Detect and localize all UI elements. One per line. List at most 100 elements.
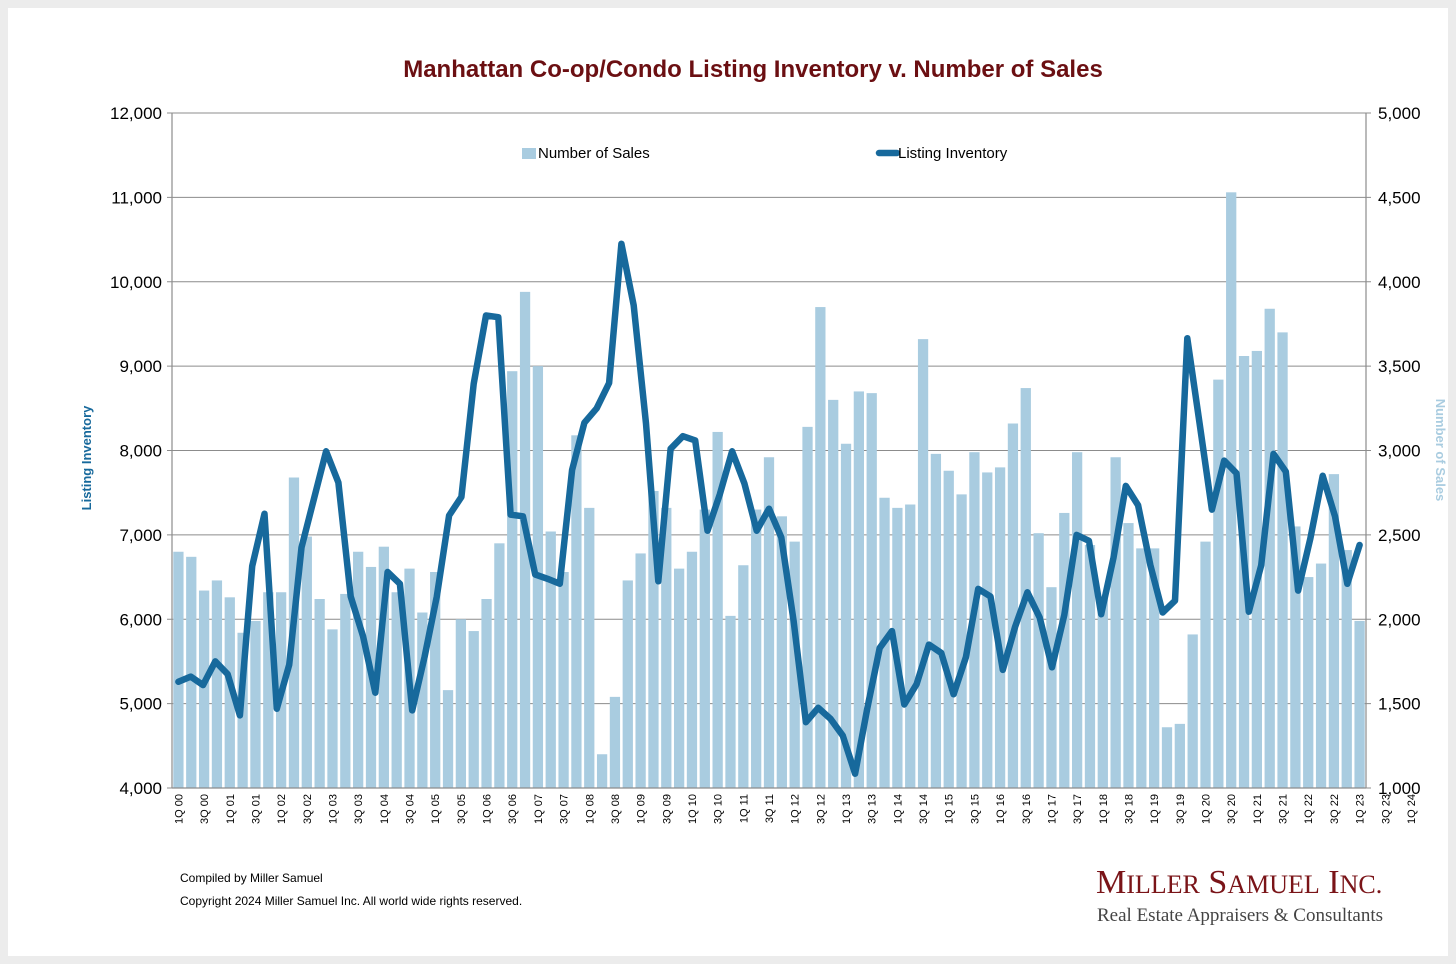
- logo-initial: S: [1200, 864, 1227, 901]
- sales-bar: [917, 339, 929, 788]
- y-tick-label-right: 4,500: [1378, 188, 1421, 207]
- sales-bar: [1110, 457, 1121, 788]
- x-tick-label: 1Q 11: [738, 794, 750, 823]
- sales-bar: [468, 631, 479, 788]
- y-tick-label-left: 7,000: [119, 526, 162, 545]
- sales-bar: [622, 580, 633, 788]
- logo-initial: I: [1320, 864, 1340, 901]
- sales-bar: [815, 307, 826, 788]
- sales-bar: [198, 590, 210, 788]
- company-logo: MILLER SAMUEL INC. Real Estate Appraiser…: [1096, 864, 1383, 926]
- x-tick-label: 1Q 23: [1355, 794, 1367, 824]
- bars-number-of-sales: [173, 192, 1365, 788]
- sales-bar: [828, 399, 839, 788]
- sales-bar: [648, 491, 659, 788]
- sales-bar: [982, 472, 993, 788]
- sales-bar: [173, 551, 184, 788]
- legend-swatch-sales: [522, 148, 536, 159]
- chart-svg: Manhattan Co-op/Condo Listing Inventory …: [79, 56, 1448, 926]
- sales-bar: [327, 629, 338, 788]
- x-tick-label: 3Q 13: [867, 794, 879, 824]
- x-tick-label: 1Q 08: [584, 794, 596, 824]
- x-tick-label: 1Q 22: [1303, 794, 1315, 824]
- y-tick-label-right: 1,000: [1378, 779, 1421, 798]
- x-tick-label: 3Q 21: [1278, 794, 1290, 824]
- sales-bar: [1136, 548, 1147, 788]
- sales-bar: [1007, 423, 1019, 788]
- y-axis-label-left: Listing Inventory: [79, 405, 94, 511]
- x-tick-label: 1Q 18: [1098, 794, 1110, 824]
- sales-bar: [840, 443, 852, 788]
- y-tick-label-right: 5,000: [1378, 104, 1421, 123]
- y-ticks-left: 4,000 5,000 6,000 7,000 8,000 9,000 10,000 11,0…: [110, 104, 162, 798]
- sales-bar: [301, 536, 312, 788]
- footer-compiled: Compiled by Miller Samuel: [180, 871, 323, 885]
- sales-bar: [1097, 597, 1108, 788]
- x-tick-label: 3Q 05: [456, 794, 468, 824]
- x-tick-label: 3Q 23: [1380, 794, 1392, 824]
- sales-bar: [1315, 563, 1327, 788]
- sales-bar: [1277, 332, 1288, 788]
- y-ticks-right: 1,000 1,500 2,000 2,500 3,000 3,500 4,000 4,500…: [1378, 104, 1421, 798]
- sales-bar: [442, 690, 454, 788]
- y-tick-label-left: 5,000: [119, 695, 162, 714]
- x-tick-label: 1Q 15: [944, 794, 956, 824]
- logo-name: MILLER SAMUEL INC.: [1096, 864, 1382, 901]
- x-tick-label: 1Q 21: [1252, 794, 1264, 824]
- sales-bar: [430, 572, 441, 788]
- logo-rest: ILLER: [1126, 870, 1200, 899]
- sales-bar: [712, 431, 723, 788]
- x-tick-label: 3Q 06: [507, 794, 519, 824]
- sales-bar: [930, 453, 942, 788]
- logo-initial: M: [1096, 864, 1126, 901]
- x-tick-label: 3Q 22: [1329, 794, 1341, 824]
- y-tick-label-left: 6,000: [119, 610, 162, 629]
- y-tick-label-right: 3,500: [1378, 357, 1421, 376]
- sales-bar: [1213, 379, 1224, 788]
- sales-bar: [776, 516, 787, 788]
- sales-bar: [763, 457, 775, 788]
- sales-bar: [994, 467, 1006, 788]
- y-tick-label-right: 3,000: [1378, 442, 1421, 461]
- sales-bar: [905, 504, 916, 788]
- sales-bar: [507, 371, 518, 788]
- sales-bar: [1328, 474, 1340, 788]
- sales-bar: [558, 572, 569, 788]
- legend: Number of Sales Listing Inventory: [522, 145, 1008, 162]
- x-tick-label: 3Q 14: [918, 794, 930, 824]
- sales-bar: [1187, 634, 1198, 788]
- sales-bar: [1226, 192, 1237, 788]
- y-tick-label-left: 9,000: [119, 357, 162, 376]
- sales-bar: [455, 619, 467, 788]
- sales-bar: [353, 551, 364, 788]
- logo-rest: AMUEL: [1227, 870, 1319, 899]
- x-tick-label: 1Q 04: [379, 794, 391, 824]
- sales-bar: [391, 592, 402, 788]
- x-tick-label: 1Q 14: [892, 794, 904, 824]
- sales-bar: [1200, 541, 1211, 788]
- x-tick-label: 3Q 20: [1226, 794, 1238, 824]
- x-tick-label: 3Q 10: [713, 794, 725, 824]
- x-tick-label: 3Q 16: [1021, 794, 1033, 824]
- sales-bar: [1123, 523, 1134, 788]
- sales-bar: [853, 391, 865, 788]
- sales-bar: [186, 556, 197, 788]
- sales-bar: [635, 553, 646, 788]
- sales-bar: [1020, 388, 1031, 788]
- sales-bar: [596, 754, 608, 788]
- x-tick-label: 1Q 06: [482, 794, 494, 824]
- x-tick-label: 1Q 00: [173, 794, 185, 824]
- sales-bar: [211, 580, 223, 788]
- sales-bar: [1059, 512, 1070, 788]
- sales-bar: [1149, 548, 1160, 788]
- axes: [167, 112, 1371, 789]
- legend-label-inventory: Listing Inventory: [898, 145, 1008, 162]
- x-tick-label: 1Q 01: [225, 794, 237, 824]
- sales-bar: [417, 612, 428, 788]
- x-tick-label: 3Q 03: [353, 794, 365, 824]
- x-tick-label: 3Q 01: [251, 794, 263, 824]
- line-listing-inventory: [175, 240, 1363, 777]
- x-tick-label: 3Q 11: [764, 794, 776, 823]
- y-tick-label-left: 8,000: [119, 442, 162, 461]
- x-tick-label: 1Q 17: [1047, 794, 1059, 824]
